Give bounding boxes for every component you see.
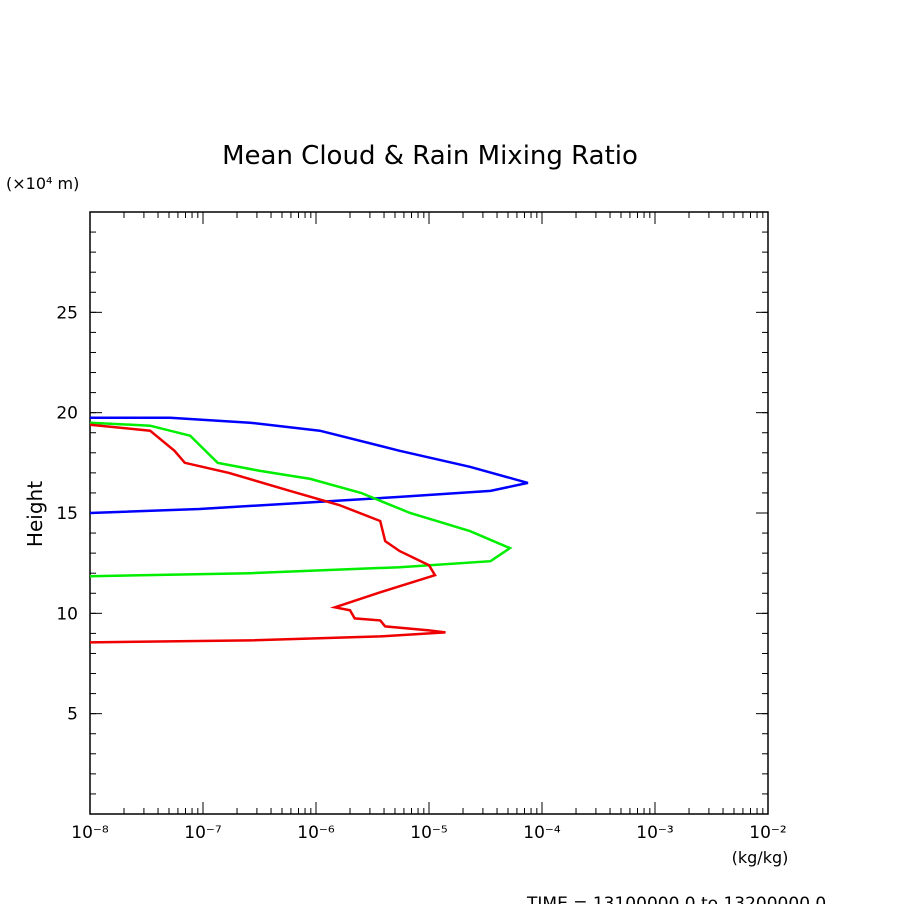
x-tick-label: 10⁻⁴ [523, 823, 561, 843]
y-tick-label: 5 [67, 705, 78, 725]
y-tick-label: 15 [56, 504, 78, 524]
x-unit: (kg/kg) [732, 848, 789, 867]
x-tick-label: 10⁻² [749, 823, 786, 843]
footer: TIME = 13100000.0 to 13200000.0 [526, 894, 826, 904]
x-tick-label: 10⁻³ [636, 823, 673, 843]
x-tick-label: 10⁻⁵ [410, 823, 447, 843]
x-tick-label: 10⁻⁸ [71, 823, 109, 843]
profile-line [89, 416, 529, 515]
y-axis-label: Height [23, 481, 47, 547]
profile-line [89, 423, 446, 644]
y-tick-label: 10 [56, 604, 78, 624]
chart-title: Mean Cloud & Rain Mixing Ratio [222, 141, 638, 171]
x-tick-label: 10⁻⁷ [184, 823, 222, 843]
y-tick-label: 20 [56, 404, 78, 424]
y-tick-label: 25 [56, 303, 78, 323]
y-unit: (×10⁴ m) [6, 174, 79, 193]
x-tick-label: 10⁻⁶ [297, 823, 335, 843]
